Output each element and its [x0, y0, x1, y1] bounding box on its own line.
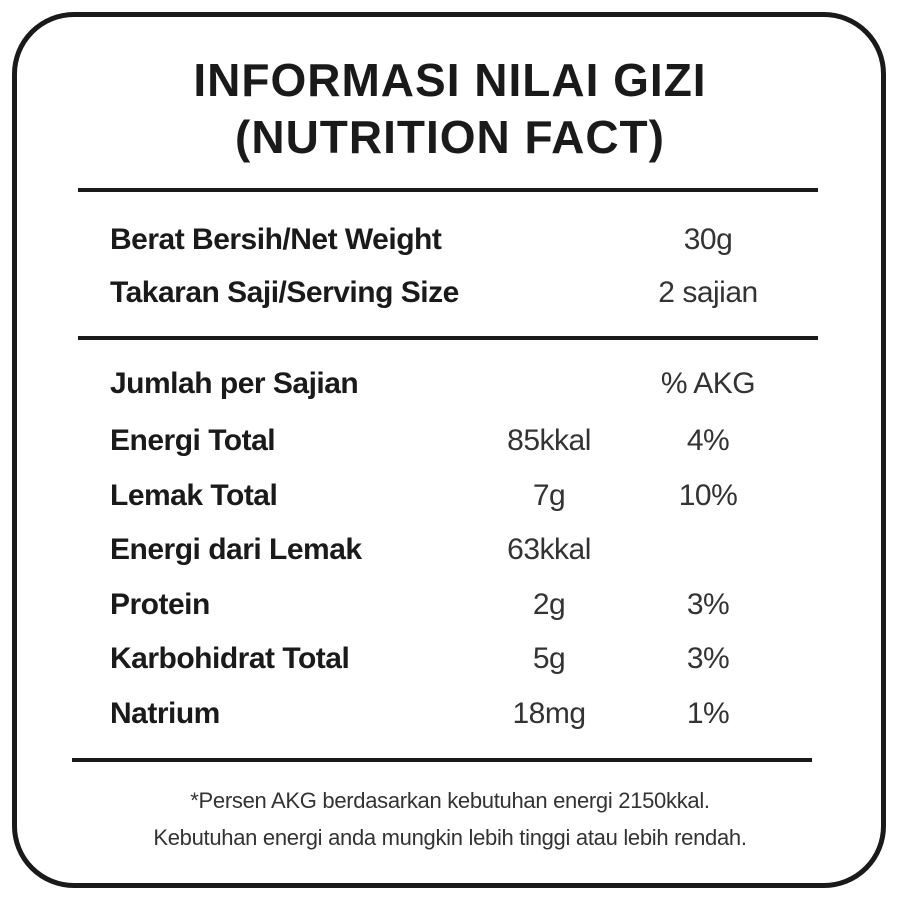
nutrient-label: Energi dari Lemak [110, 533, 362, 567]
nutrient-label: Protein [110, 587, 210, 621]
nutrient-akg: 4% [686, 424, 730, 457]
title-line: INFORMASI NILAI GIZI [193, 54, 707, 106]
nutrient-label: Karbohidrat Total [110, 642, 350, 676]
footnote-line: Kebutuhan energi anda mungkin lebih ting… [153, 825, 747, 850]
nutrient-amount: 18mg [512, 697, 586, 730]
nutrient-amount: 7g [532, 478, 566, 512]
nutrient-akg: 10% [678, 478, 738, 512]
divider [78, 336, 818, 340]
nutrient-header: Jumlah per Sajian [110, 367, 359, 400]
info-label: Berat Bersih/Net Weight [110, 223, 442, 256]
nutrient-amount: 63kkal [507, 533, 591, 567]
nutrient-akg: 3% [686, 587, 730, 621]
footnote-line: *Persen AKG berdasarkan kebutuhan energi… [190, 788, 710, 813]
akg-header: % AKG [660, 367, 756, 400]
nutrient-amount: 5g [532, 642, 566, 676]
info-value: 30g [683, 223, 733, 256]
info-value: 2 sajian [658, 276, 758, 309]
label-border [12, 12, 886, 888]
nutrient-label: Energi Total [110, 424, 276, 457]
info-label: Takaran Saji/Serving Size [110, 276, 459, 309]
nutrient-label: Lemak Total [110, 478, 278, 512]
divider [78, 188, 818, 192]
nutrient-amount: 2g [532, 587, 566, 621]
nutrient-akg: 1% [686, 697, 730, 730]
nutrient-amount: 85kkal [507, 424, 591, 457]
divider [72, 758, 812, 762]
nutrient-label: Natrium [110, 697, 220, 730]
title-line: (NUTRITION FACT) [235, 111, 665, 163]
nutrient-akg: 3% [686, 642, 730, 676]
